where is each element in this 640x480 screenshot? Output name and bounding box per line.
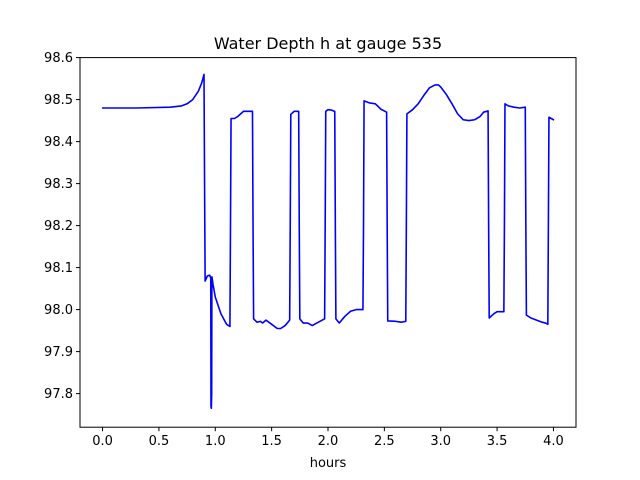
y-tick-label: 98.1 — [44, 261, 73, 276]
x-tick-label: 0.5 — [149, 434, 170, 449]
y-tick-label: 98.2 — [44, 219, 73, 234]
x-tick-label: 2.0 — [318, 434, 339, 449]
y-tick-label: 97.9 — [44, 345, 73, 360]
chart-title: Water Depth h at gauge 535 — [214, 34, 442, 53]
y-tick-label: 98.5 — [44, 93, 73, 108]
x-axis-ticks: 0.0 0.5 1.0 1.5 2.0 2.5 3.0 3.5 4.0 — [92, 427, 564, 449]
x-tick-label: 0.0 — [92, 434, 113, 449]
y-tick-label: 98.6 — [44, 51, 73, 66]
y-tick-label: 98.0 — [44, 303, 73, 318]
x-tick-label: 3.0 — [430, 434, 451, 449]
y-tick-label: 98.3 — [44, 177, 73, 192]
plot-frame — [79, 57, 577, 428]
plot-area — [80, 57, 576, 428]
x-tick-label: 3.5 — [487, 434, 508, 449]
x-axis-label: hours — [310, 456, 347, 471]
y-axis-ticks: 97.8 97.9 98.0 98.1 98.2 98.3 98.4 98.5 98.6 — [44, 51, 80, 402]
water-depth-line — [101, 73, 555, 410]
x-tick-label: 4.0 — [543, 434, 564, 449]
x-tick-label: 1.5 — [261, 434, 282, 449]
x-tick-label: 2.5 — [374, 434, 395, 449]
y-tick-label: 97.8 — [44, 387, 73, 402]
y-tick-label: 98.4 — [44, 135, 73, 150]
x-tick-label: 1.0 — [205, 434, 226, 449]
